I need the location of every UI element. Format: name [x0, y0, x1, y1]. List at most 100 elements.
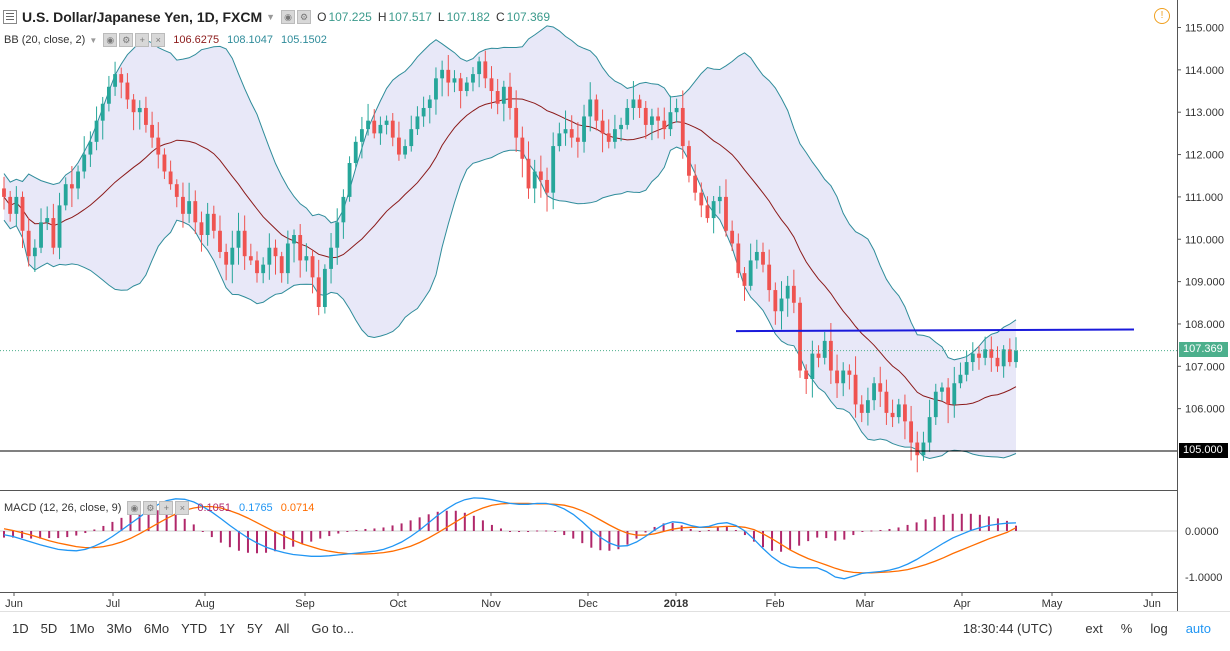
high-value: 107.517	[388, 10, 432, 24]
macd-hist-bar	[698, 531, 701, 532]
time-axis[interactable]: Jun Jul Aug Sep Oct Nov Dec 2018 Feb Mar Apr May Jun	[5, 592, 1161, 610]
candle-body	[267, 247, 272, 265]
candle-body	[255, 260, 259, 274]
candle-body	[477, 61, 482, 75]
candle-body	[322, 268, 327, 308]
candle-body	[853, 374, 858, 405]
macd-hist-bar	[572, 531, 575, 539]
eye-icon[interactable]: ◉	[127, 501, 142, 515]
candle-body	[650, 116, 654, 125]
time-tick-label: Jun	[5, 598, 23, 610]
candle-body	[946, 387, 951, 405]
macd-hist-bar	[888, 528, 891, 531]
bb-label[interactable]: BB (20, close, 2)	[4, 34, 86, 46]
price-tick-label: 113.000	[1185, 107, 1224, 119]
plus-icon[interactable]: +	[135, 33, 150, 47]
candle-body	[353, 141, 358, 164]
macd-hist-bar	[581, 531, 584, 544]
symbol-title[interactable]: U.S. Dollar/Japanese Yen, 1D, FXCM	[22, 9, 263, 25]
price-chart[interactable]: 115.000 114.000 113.000 112.000 111.000 110.0…	[0, 0, 1230, 611]
macd-hist-bar	[762, 531, 764, 548]
eye-icon[interactable]: ◉	[103, 33, 118, 47]
macd-legend-buttons: ◉ ⚙ + ×	[127, 501, 190, 515]
symbol-legend: U.S. Dollar/Japanese Yen, 1D, FXCM ▼ ◉ ⚙…	[22, 9, 550, 25]
warning-icon[interactable]: !	[1154, 8, 1170, 24]
ext-toggle[interactable]: ext	[1085, 620, 1103, 636]
bollinger-upper-line	[3, 25, 1017, 361]
macd-label[interactable]: MACD (12, 26, close, 9)	[4, 502, 122, 514]
time-tick-label: May	[1042, 598, 1063, 610]
macd-hist-bar	[852, 531, 855, 536]
gear-icon[interactable]: ⚙	[119, 33, 134, 47]
candle-body	[14, 196, 19, 214]
macd-hist-bar	[825, 531, 828, 539]
price-axis[interactable]: 115.000 114.000 113.000 112.000 111.000 110.0…	[1177, 23, 1225, 585]
candle-body	[773, 290, 778, 312]
timeframe-5d[interactable]: 5D	[40, 620, 58, 636]
candle-body	[464, 82, 469, 92]
timeframe-6mo[interactable]: 6Mo	[143, 620, 170, 636]
timeframe-1d[interactable]: 1D	[12, 620, 29, 636]
menu-icon[interactable]	[3, 10, 17, 24]
timeframe-all[interactable]: All	[274, 620, 290, 636]
eye-icon[interactable]: ◉	[281, 10, 296, 24]
macd-hist-bar	[373, 528, 376, 531]
macd-hist-bar	[355, 529, 358, 531]
chevron-down-icon[interactable]: ▼	[266, 12, 276, 22]
macd-hist-bar	[174, 514, 177, 531]
price-tick-label: 108.000	[1185, 319, 1225, 331]
resistance-trendline[interactable]	[735, 328, 1135, 333]
candle-body	[440, 69, 445, 79]
gear-icon[interactable]: ⚙	[297, 10, 312, 24]
timeframe-1y[interactable]: 1Y	[219, 620, 236, 636]
candle-body	[557, 133, 562, 147]
macd-hist-bar	[960, 513, 963, 531]
candle-body	[329, 247, 333, 269]
timeframe-ytd[interactable]: YTD	[181, 620, 208, 636]
candle-body	[532, 171, 537, 189]
candle-body	[76, 171, 80, 189]
macd-hist-bar	[201, 531, 204, 532]
low-label: L	[437, 10, 445, 24]
close-icon[interactable]: ×	[151, 33, 166, 47]
candle-body	[693, 175, 698, 193]
macd-hist-bar	[21, 531, 24, 539]
macd-hist-bar	[409, 520, 412, 531]
macd-hist-bar	[743, 531, 746, 536]
low-value: 107.182	[446, 10, 490, 24]
macd-hist-bar	[75, 531, 78, 536]
last-price-tag: 107.369	[1179, 342, 1228, 357]
chevron-down-icon[interactable]: ▼	[89, 35, 98, 45]
candle-body	[181, 196, 185, 214]
macd-tick-label: -1.0000	[1185, 572, 1222, 584]
candle-body	[403, 146, 408, 155]
macd-hist-bar	[987, 516, 990, 531]
timeframe-5y[interactable]: 5Y	[247, 620, 263, 636]
auto-toggle[interactable]: auto	[1185, 620, 1211, 636]
candle-body	[835, 370, 839, 384]
candle-body	[810, 353, 815, 380]
candle-body	[816, 353, 821, 358]
macd-hist-bar	[328, 531, 331, 537]
timeframe-3mo[interactable]: 3Mo	[106, 620, 132, 636]
percent-toggle[interactable]: %	[1120, 620, 1133, 636]
plus-icon[interactable]: +	[159, 501, 174, 515]
macd-hist-bar	[346, 531, 349, 532]
gear-icon[interactable]: ⚙	[143, 501, 158, 515]
candle-body	[82, 154, 87, 172]
clock-time[interactable]: 18:30:44 (UTC)	[962, 620, 1053, 636]
candle-body	[995, 357, 1000, 367]
candle-body	[471, 74, 475, 83]
candle-body	[285, 243, 290, 274]
candle-body	[896, 404, 901, 418]
close-icon[interactable]: ×	[175, 501, 190, 515]
goto-button[interactable]: Go to...	[311, 620, 355, 636]
macd-hist-bar	[780, 531, 783, 552]
candle-body	[106, 86, 111, 104]
timeframe-1mo[interactable]: 1Mo	[69, 620, 95, 636]
macd-hist-bar	[626, 531, 629, 545]
log-toggle[interactable]: log	[1150, 620, 1168, 636]
time-tick-label: Jun	[1143, 598, 1161, 610]
candle-body	[717, 196, 722, 202]
macd-hist-bar	[879, 529, 882, 531]
